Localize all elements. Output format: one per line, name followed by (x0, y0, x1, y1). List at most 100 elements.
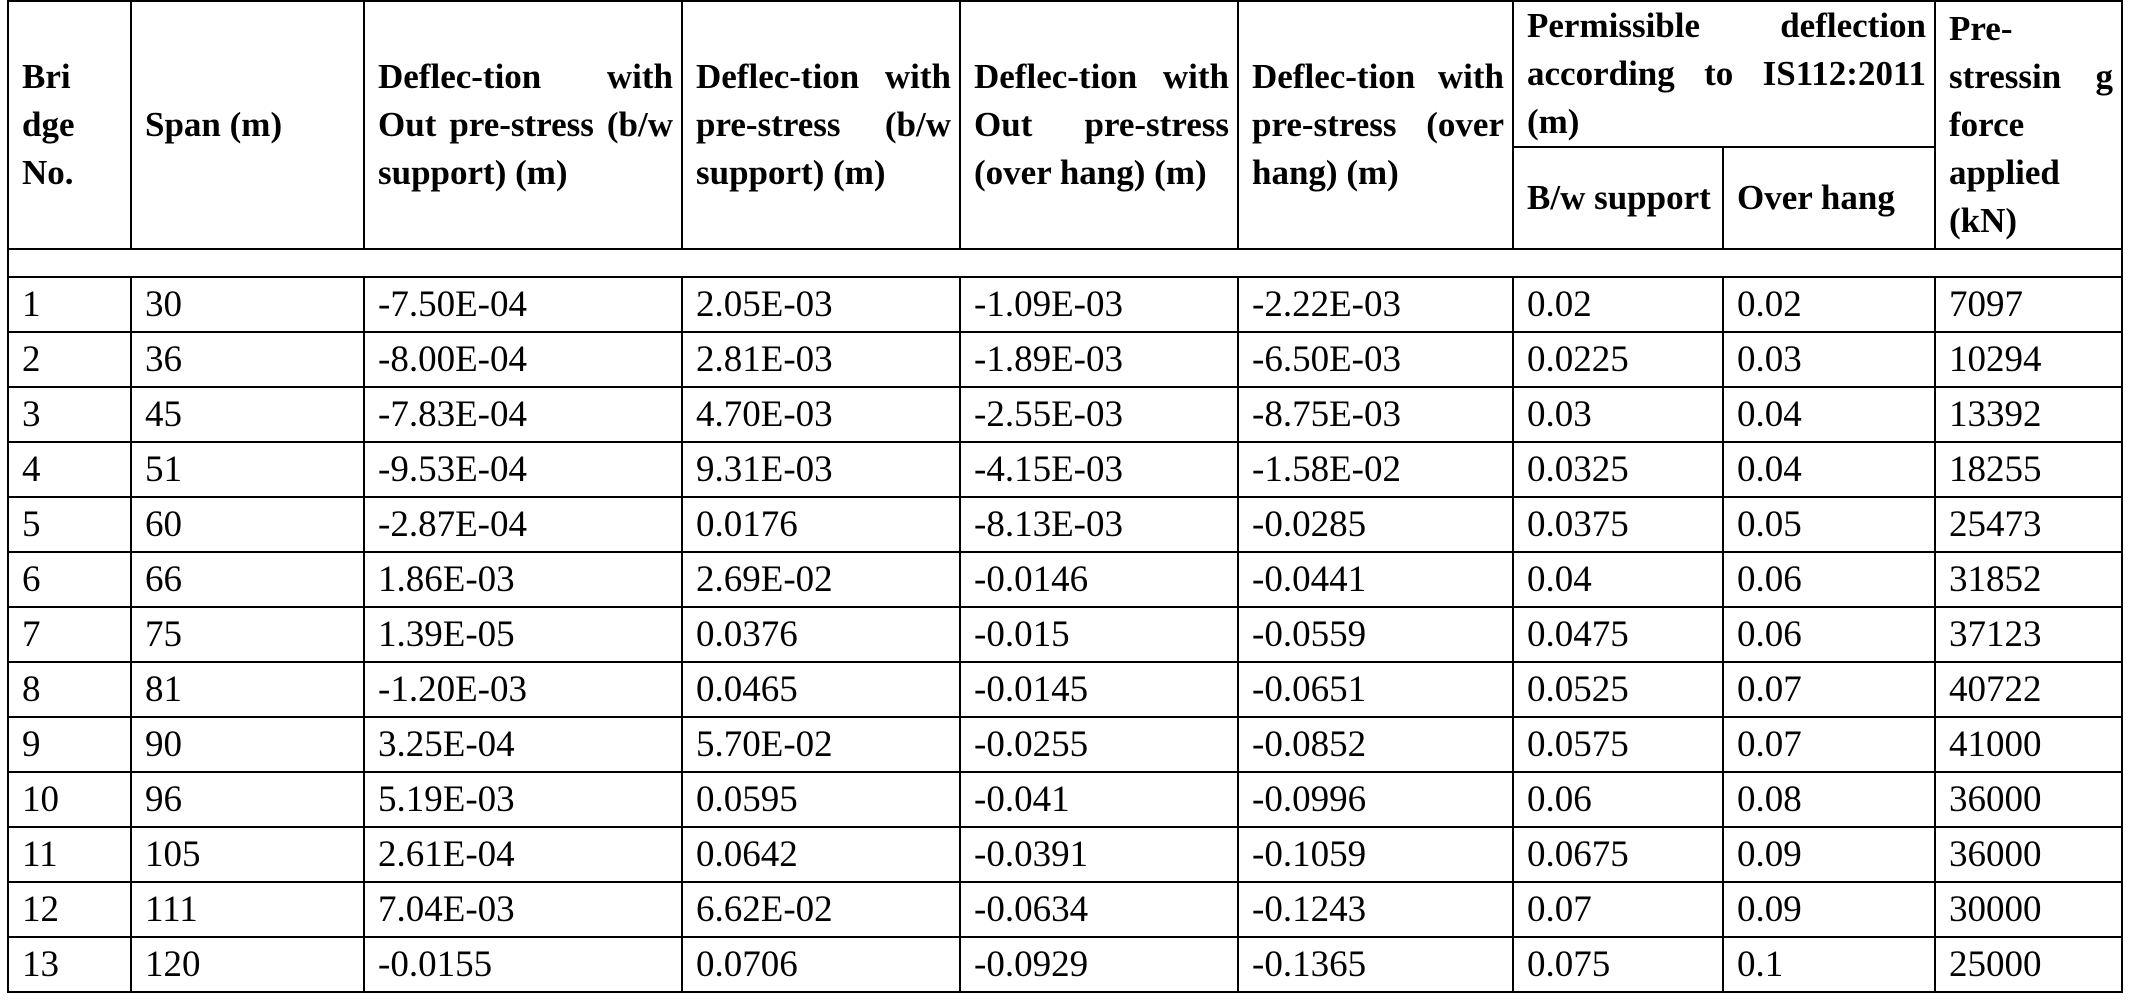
header-prestressing-force: Pre-stressin g force applied (kN) (1934, 0, 2124, 250)
bridge-no-cell: 13 (7, 936, 132, 993)
perm-bw-cell: 0.075 (1512, 936, 1724, 993)
header-permissible-bw-support: B/w support (1512, 146, 1724, 250)
perm-oh-cell: 0.09 (1721, 826, 1937, 883)
spacer-cell (6, 248, 2124, 278)
defl-wo-ps-bw-cell: 2.61E-04 (363, 826, 683, 883)
table-header: Bri dge No. Span (m) Deflec-tion with Ou… (7, 0, 2124, 250)
prestress-force-cell: 37123 (1934, 606, 2124, 663)
defl-wo-ps-bw-cell: -7.50E-04 (363, 276, 683, 333)
defl-w-ps-oh-cell: -0.0559 (1237, 606, 1514, 663)
bridge-no-cell: 10 (7, 771, 132, 828)
span-cell: 60 (130, 496, 365, 553)
bridge-no-cell: 8 (7, 661, 132, 718)
span-cell: 66 (130, 551, 365, 608)
defl-w-ps-oh-cell: -0.0651 (1237, 661, 1514, 718)
defl-w-ps-oh-cell: -6.50E-03 (1237, 331, 1514, 388)
perm-bw-cell: 0.0475 (1512, 606, 1724, 663)
span-cell: 81 (130, 661, 365, 718)
span-cell: 30 (130, 276, 365, 333)
defl-wo-ps-oh-cell: -4.15E-03 (959, 441, 1239, 498)
bridge-no-cell: 3 (7, 386, 132, 443)
defl-wo-ps-oh-cell: -0.0146 (959, 551, 1239, 608)
defl-w-ps-bw-cell: 2.05E-03 (681, 276, 961, 333)
defl-wo-ps-bw-cell: 1.39E-05 (363, 606, 683, 663)
span-cell: 36 (130, 331, 365, 388)
defl-w-ps-bw-cell: 2.69E-02 (681, 551, 961, 608)
span-cell: 96 (130, 771, 365, 828)
perm-oh-cell: 0.1 (1721, 936, 1937, 993)
defl-wo-ps-oh-cell: -1.89E-03 (959, 331, 1239, 388)
bridge-no-cell: 9 (7, 716, 132, 773)
header-permissible-overhang: Over hang (1721, 146, 1937, 250)
defl-wo-ps-oh-cell: -0.015 (959, 606, 1239, 663)
header-deflection-without-prestress-overhang: Deflec-tion with Out pre-stress (over ha… (959, 0, 1239, 250)
defl-wo-ps-bw-cell: -0.0155 (363, 936, 683, 993)
table-row: 5 60 -2.87E-04 0.0176 -8.13E-03 -0.0285 0.0375… (7, 496, 2124, 553)
perm-oh-cell: 0.09 (1721, 881, 1937, 938)
defl-w-ps-bw-cell: 0.0706 (681, 936, 961, 993)
perm-bw-cell: 0.07 (1512, 881, 1724, 938)
defl-w-ps-bw-cell: 9.31E-03 (681, 441, 961, 498)
perm-bw-cell: 0.03 (1512, 386, 1724, 443)
span-cell: 90 (130, 716, 365, 773)
table-row: 12 111 7.04E-03 6.62E-02 -0.0634 -0.1243 0.07 0… (7, 881, 2124, 938)
defl-wo-ps-oh-cell: -0.0391 (959, 826, 1239, 883)
table-row: 2 36 -8.00E-04 2.81E-03 -1.89E-03 -6.50E-03 0.… (7, 331, 2124, 388)
defl-w-ps-bw-cell: 5.70E-02 (681, 716, 961, 773)
defl-w-ps-bw-cell: 2.81E-03 (681, 331, 961, 388)
defl-wo-ps-oh-cell: -0.0255 (959, 716, 1239, 773)
perm-oh-cell: 0.08 (1721, 771, 1937, 828)
prestress-force-cell: 41000 (1934, 716, 2124, 773)
perm-oh-cell: 0.07 (1721, 661, 1937, 718)
defl-w-ps-oh-cell: -0.1365 (1237, 936, 1514, 993)
perm-oh-cell: 0.07 (1721, 716, 1937, 773)
header-bridge-no: Bri dge No. (7, 0, 132, 250)
defl-wo-ps-oh-cell: -2.55E-03 (959, 386, 1239, 443)
defl-w-ps-bw-cell: 0.0595 (681, 771, 961, 828)
defl-w-ps-oh-cell: -0.0285 (1237, 496, 1514, 553)
header-permissible-deflection: Permissible deflection according to IS11… (1511, 0, 1937, 148)
perm-oh-cell: 0.04 (1721, 441, 1937, 498)
defl-wo-ps-bw-cell: -7.83E-04 (363, 386, 683, 443)
table-row: 9 90 3.25E-04 5.70E-02 -0.0255 -0.0852 0.0575 0… (7, 716, 2124, 773)
defl-w-ps-oh-cell: -8.75E-03 (1237, 386, 1514, 443)
header-deflection-without-prestress-bw-support: Deflec-tion with Out pre-stress (b/w sup… (363, 0, 683, 250)
table-row: 4 51 -9.53E-04 9.31E-03 -4.15E-03 -1.58E-02 0.… (7, 441, 2124, 498)
defl-w-ps-bw-cell: 0.0176 (681, 496, 961, 553)
perm-oh-cell: 0.02 (1721, 276, 1937, 333)
perm-bw-cell: 0.0525 (1512, 661, 1724, 718)
bridge-no-cell: 6 (7, 551, 132, 608)
header-span: Span (m) (130, 0, 365, 250)
perm-oh-cell: 0.06 (1721, 551, 1937, 608)
prestress-force-cell: 36000 (1934, 826, 2124, 883)
defl-wo-ps-oh-cell: -1.09E-03 (959, 276, 1239, 333)
defl-wo-ps-bw-cell: 1.86E-03 (363, 551, 683, 608)
perm-bw-cell: 0.06 (1512, 771, 1724, 828)
defl-wo-ps-oh-cell: -0.0634 (959, 881, 1239, 938)
document-page: Bri dge No. Span (m) Deflec-tion with Ou… (6, 0, 2124, 993)
bridge-no-cell: 1 (7, 276, 132, 333)
span-cell: 45 (130, 386, 365, 443)
prestress-force-cell: 25000 (1934, 936, 2124, 993)
table-row: 10 96 5.19E-03 0.0595 -0.041 -0.0996 0.06 0.08 3… (7, 771, 2124, 828)
defl-w-ps-bw-cell: 0.0465 (681, 661, 961, 718)
defl-w-ps-bw-cell: 0.0376 (681, 606, 961, 663)
perm-bw-cell: 0.0225 (1512, 331, 1724, 388)
defl-w-ps-oh-cell: -1.58E-02 (1237, 441, 1514, 498)
span-cell: 120 (130, 936, 365, 993)
perm-bw-cell: 0.0325 (1512, 441, 1724, 498)
perm-bw-cell: 0.0675 (1512, 826, 1724, 883)
table-row: 3 45 -7.83E-04 4.70E-03 -2.55E-03 -8.75E-03 0.… (7, 386, 2124, 443)
table-row: 6 66 1.86E-03 2.69E-02 -0.0146 -0.0441 0.04 0.0… (7, 551, 2124, 608)
defl-w-ps-bw-cell: 0.0642 (681, 826, 961, 883)
defl-wo-ps-bw-cell: 3.25E-04 (363, 716, 683, 773)
defl-wo-ps-bw-cell: -1.20E-03 (363, 661, 683, 718)
defl-w-ps-bw-cell: 4.70E-03 (681, 386, 961, 443)
span-cell: 75 (130, 606, 365, 663)
defl-w-ps-oh-cell: -2.22E-03 (1237, 276, 1514, 333)
table-row: 1 30 -7.50E-04 2.05E-03 -1.09E-03 -2.22E-03 0.… (7, 276, 2124, 333)
bridge-no-cell: 2 (7, 331, 132, 388)
spacer-section (6, 248, 2124, 278)
span-cell: 111 (130, 881, 365, 938)
perm-bw-cell: 0.02 (1512, 276, 1724, 333)
